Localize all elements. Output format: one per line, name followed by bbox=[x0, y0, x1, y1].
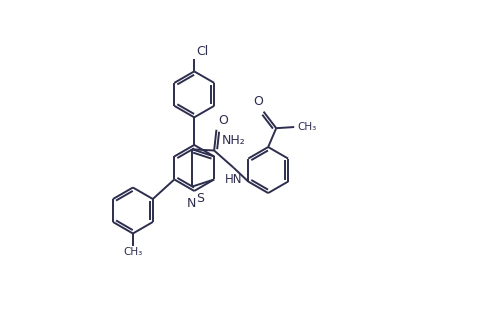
Text: Cl: Cl bbox=[196, 45, 208, 58]
Text: O: O bbox=[253, 95, 263, 108]
Text: HN: HN bbox=[225, 173, 243, 186]
Text: S: S bbox=[196, 192, 204, 205]
Text: CH₃: CH₃ bbox=[123, 247, 142, 257]
Text: O: O bbox=[218, 114, 228, 127]
Text: NH₂: NH₂ bbox=[222, 134, 246, 147]
Text: N: N bbox=[187, 197, 196, 210]
Text: CH₃: CH₃ bbox=[297, 122, 317, 132]
